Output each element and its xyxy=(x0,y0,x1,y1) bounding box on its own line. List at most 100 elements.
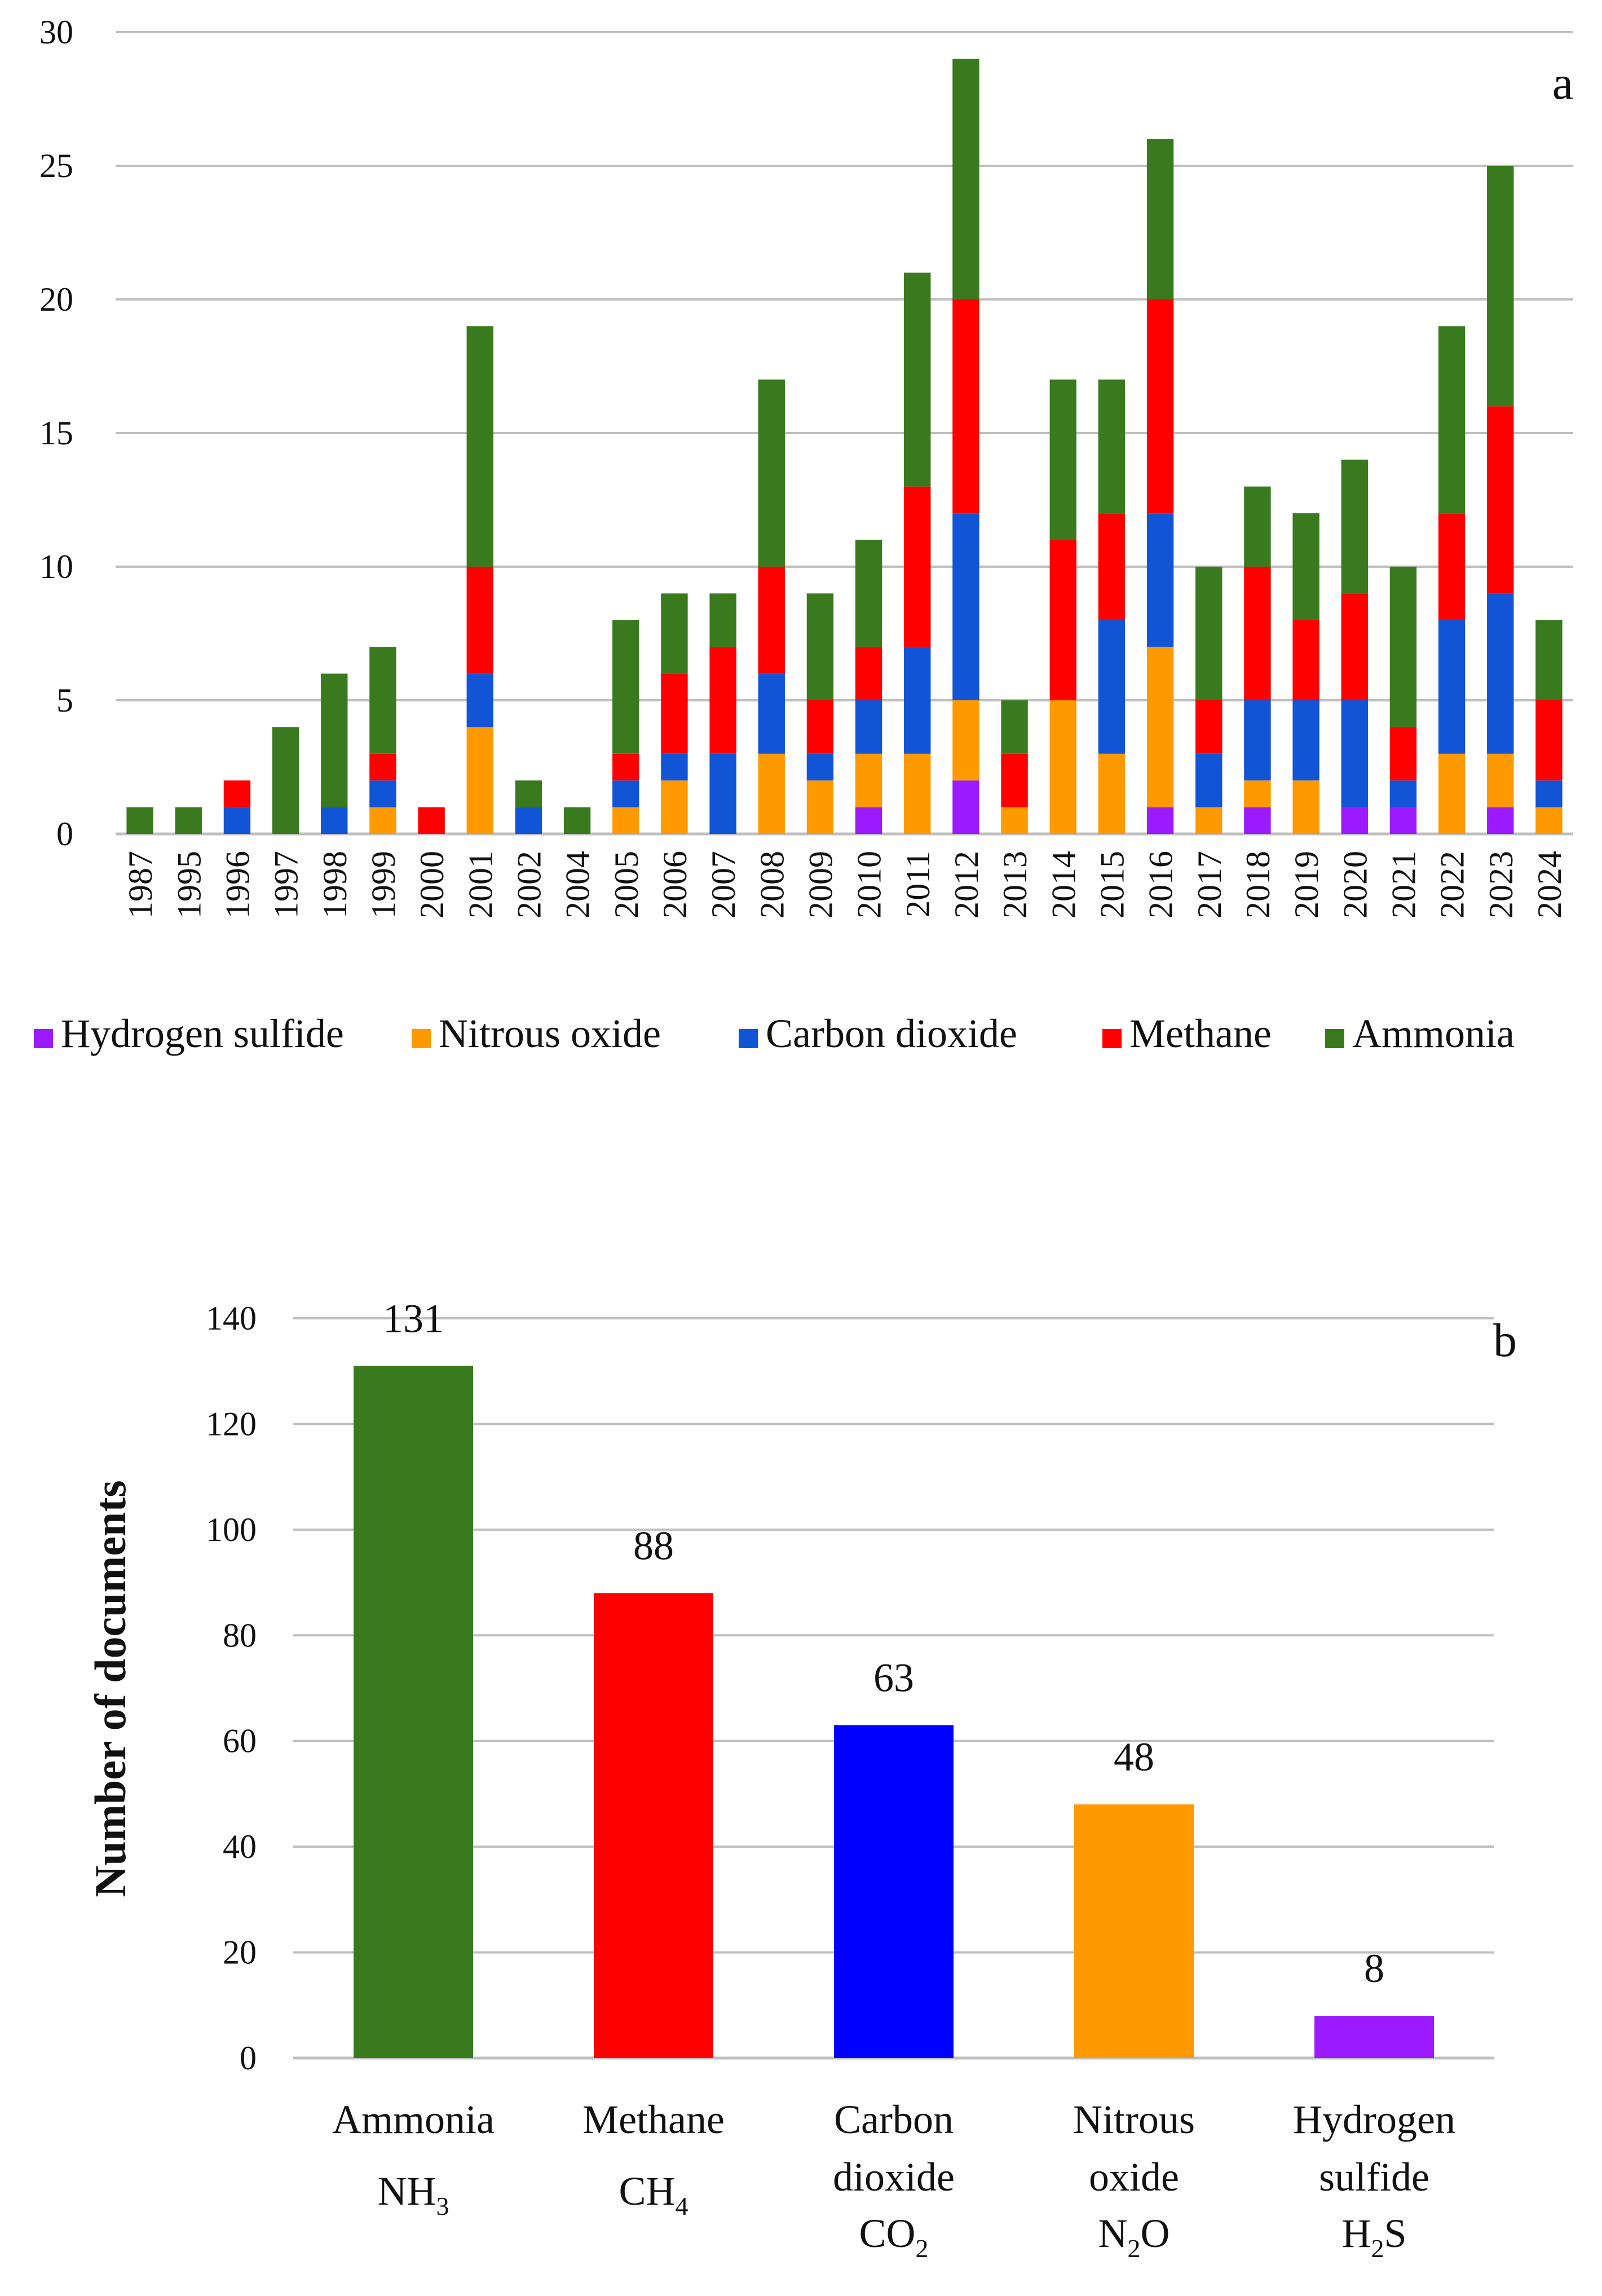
bar-segment-methane xyxy=(661,673,688,754)
formula-label-b: H2S xyxy=(1341,2211,1406,2263)
data-label-b: 131 xyxy=(383,1296,444,1341)
x-tick-label-a: 2015 xyxy=(1093,851,1131,919)
bar-segment-ammonia xyxy=(1292,513,1319,620)
legend-label: Hydrogen sulfide xyxy=(61,1011,344,1056)
y-tick-label-b: 100 xyxy=(206,1511,257,1548)
x-tick-label-a: 2018 xyxy=(1239,851,1277,919)
x-tick-label-a: 2012 xyxy=(948,851,985,919)
bar-segment-methane xyxy=(806,700,834,754)
bar-segment-methane xyxy=(612,753,639,781)
formula-label-b: CH4 xyxy=(619,2169,688,2220)
bar-segment-nitrous-oxide xyxy=(1098,753,1126,834)
bar-segment-ammonia xyxy=(1438,326,1466,514)
bar-segment-ammonia xyxy=(515,780,542,807)
legend-label: Ammonia xyxy=(1352,1011,1515,1056)
bar-segment-carbon-dioxide xyxy=(806,753,834,781)
x-tick-label-a: 2016 xyxy=(1142,851,1180,919)
bar-segment-carbon-dioxide xyxy=(1389,780,1417,807)
bar-segment-ammonia xyxy=(661,593,688,674)
bar-segment-nitrous-oxide xyxy=(1535,807,1563,834)
bar-segment-nitrous-oxide xyxy=(904,753,931,834)
bar-segment-carbon-dioxide xyxy=(1535,780,1563,807)
bar-segment-nitrous-oxide xyxy=(952,700,979,781)
bar-segment-nitrous-oxide xyxy=(1292,780,1319,834)
bar-segment-methane xyxy=(369,753,396,781)
x-tick-label-a: 2000 xyxy=(413,851,451,919)
x-tick-label-a: 2008 xyxy=(753,851,791,919)
bar-segment-carbon-dioxide xyxy=(1341,700,1368,807)
bar-segment-methane xyxy=(1438,513,1466,620)
bar-segment-ammonia xyxy=(466,326,493,567)
bar-segment-methane xyxy=(1535,700,1563,781)
chart-b: 0 20 40 60 80 100 120 140 Number of documents 131… xyxy=(86,1296,1517,2263)
y-tick-label-a: 10 xyxy=(39,548,73,585)
bar-segment-carbon-dioxide xyxy=(661,753,688,781)
bar-segment-methane xyxy=(418,807,445,834)
x-tick-label-a: 2022 xyxy=(1434,851,1471,919)
y-tick-label-a: 15 xyxy=(39,414,73,452)
formula-subscript: 2 xyxy=(1128,2234,1141,2263)
bar-segment-ammonia xyxy=(709,593,736,647)
bar-segment-ammonia xyxy=(758,379,785,567)
formula-main: CO xyxy=(859,2211,915,2256)
x-tick-label-a: 1995 xyxy=(170,851,208,919)
x-tick-label-a: 2014 xyxy=(1045,851,1082,919)
x-tick-label-a: 2024 xyxy=(1531,851,1568,919)
bar-segment-methane xyxy=(1341,593,1368,700)
category-label-b: Carbon xyxy=(834,2097,954,2142)
bar-segment-methane xyxy=(1292,620,1319,700)
bar-segment-carbon-dioxide xyxy=(952,513,979,700)
formula-main: N xyxy=(1098,2211,1128,2256)
y-tick-label-a: 25 xyxy=(39,147,73,184)
x-tick-label-a: 1997 xyxy=(268,851,305,919)
bar-segment-ammonia xyxy=(612,620,639,754)
bar-segment-ammonia xyxy=(1146,139,1174,299)
bar-b xyxy=(594,1593,713,2058)
bar-segment-nitrous-oxide xyxy=(1195,807,1223,834)
bar-b xyxy=(1074,1804,1194,2058)
bar-segment-ammonia xyxy=(904,272,931,487)
bar-segment-methane xyxy=(1098,513,1126,620)
bar-segment-nitrous-oxide xyxy=(612,807,639,834)
x-tick-label-a: 2005 xyxy=(608,851,645,919)
data-label-b: 48 xyxy=(1114,1734,1154,1780)
bar-segment-carbon-dioxide xyxy=(1438,620,1466,754)
x-tick-label-a: 2004 xyxy=(559,851,597,919)
formula-main: NH xyxy=(378,2169,436,2214)
bar-segment-methane xyxy=(855,647,882,700)
x-tick-label-a: 2001 xyxy=(462,851,499,919)
bar-segment-ammonia xyxy=(1341,460,1368,594)
bar-segment-ammonia xyxy=(1098,379,1126,514)
category-label-b: Ammonia xyxy=(332,2097,495,2142)
bar-segment-ammonia xyxy=(1487,166,1514,407)
bar-segment-nitrous-oxide xyxy=(1487,753,1514,807)
x-tick-label-a: 1998 xyxy=(316,851,354,919)
bar-b xyxy=(1314,2016,1434,2058)
bar-segment-hydrogen-sulfide xyxy=(855,807,882,834)
x-tick-label-a: 2010 xyxy=(851,851,888,919)
bar-segment-hydrogen-sulfide xyxy=(1341,807,1368,834)
bar-segment-carbon-dioxide xyxy=(369,780,396,807)
x-tick-label-a: 2019 xyxy=(1288,851,1325,919)
bar-segment-ammonia xyxy=(1389,567,1417,727)
bar-segment-nitrous-oxide xyxy=(1438,753,1466,834)
bar-segment-nitrous-oxide xyxy=(855,753,882,807)
bar-segment-carbon-dioxide xyxy=(1292,700,1319,781)
y-tick-label-b: 20 xyxy=(223,1934,257,1971)
bar-segment-ammonia xyxy=(175,807,202,834)
bar-segment-nitrous-oxide xyxy=(369,807,396,834)
formula-main: H xyxy=(1341,2211,1371,2256)
bar-segment-carbon-dioxide xyxy=(1146,513,1174,647)
category-label-b-line2: sulfide xyxy=(1319,2154,1429,2200)
bar-segment-carbon-dioxide xyxy=(758,673,785,754)
bar-segment-carbon-dioxide xyxy=(1487,593,1514,754)
bar-segment-nitrous-oxide xyxy=(758,753,785,834)
x-tick-label-a: 2020 xyxy=(1336,851,1374,919)
y-tick-label-a: 5 xyxy=(56,682,73,719)
bar-segment-methane xyxy=(1146,299,1174,514)
x-tick-label-a: 2023 xyxy=(1482,851,1520,919)
chart-a: 0 5 10 15 20 25 30 1987 1995 1996 1997 1998 1999 2000… xyxy=(34,14,1573,1056)
x-tick-label-a: 2021 xyxy=(1385,851,1422,919)
category-label-b: Hydrogen xyxy=(1293,2097,1455,2142)
x-tick-label-a: 1996 xyxy=(219,851,256,919)
